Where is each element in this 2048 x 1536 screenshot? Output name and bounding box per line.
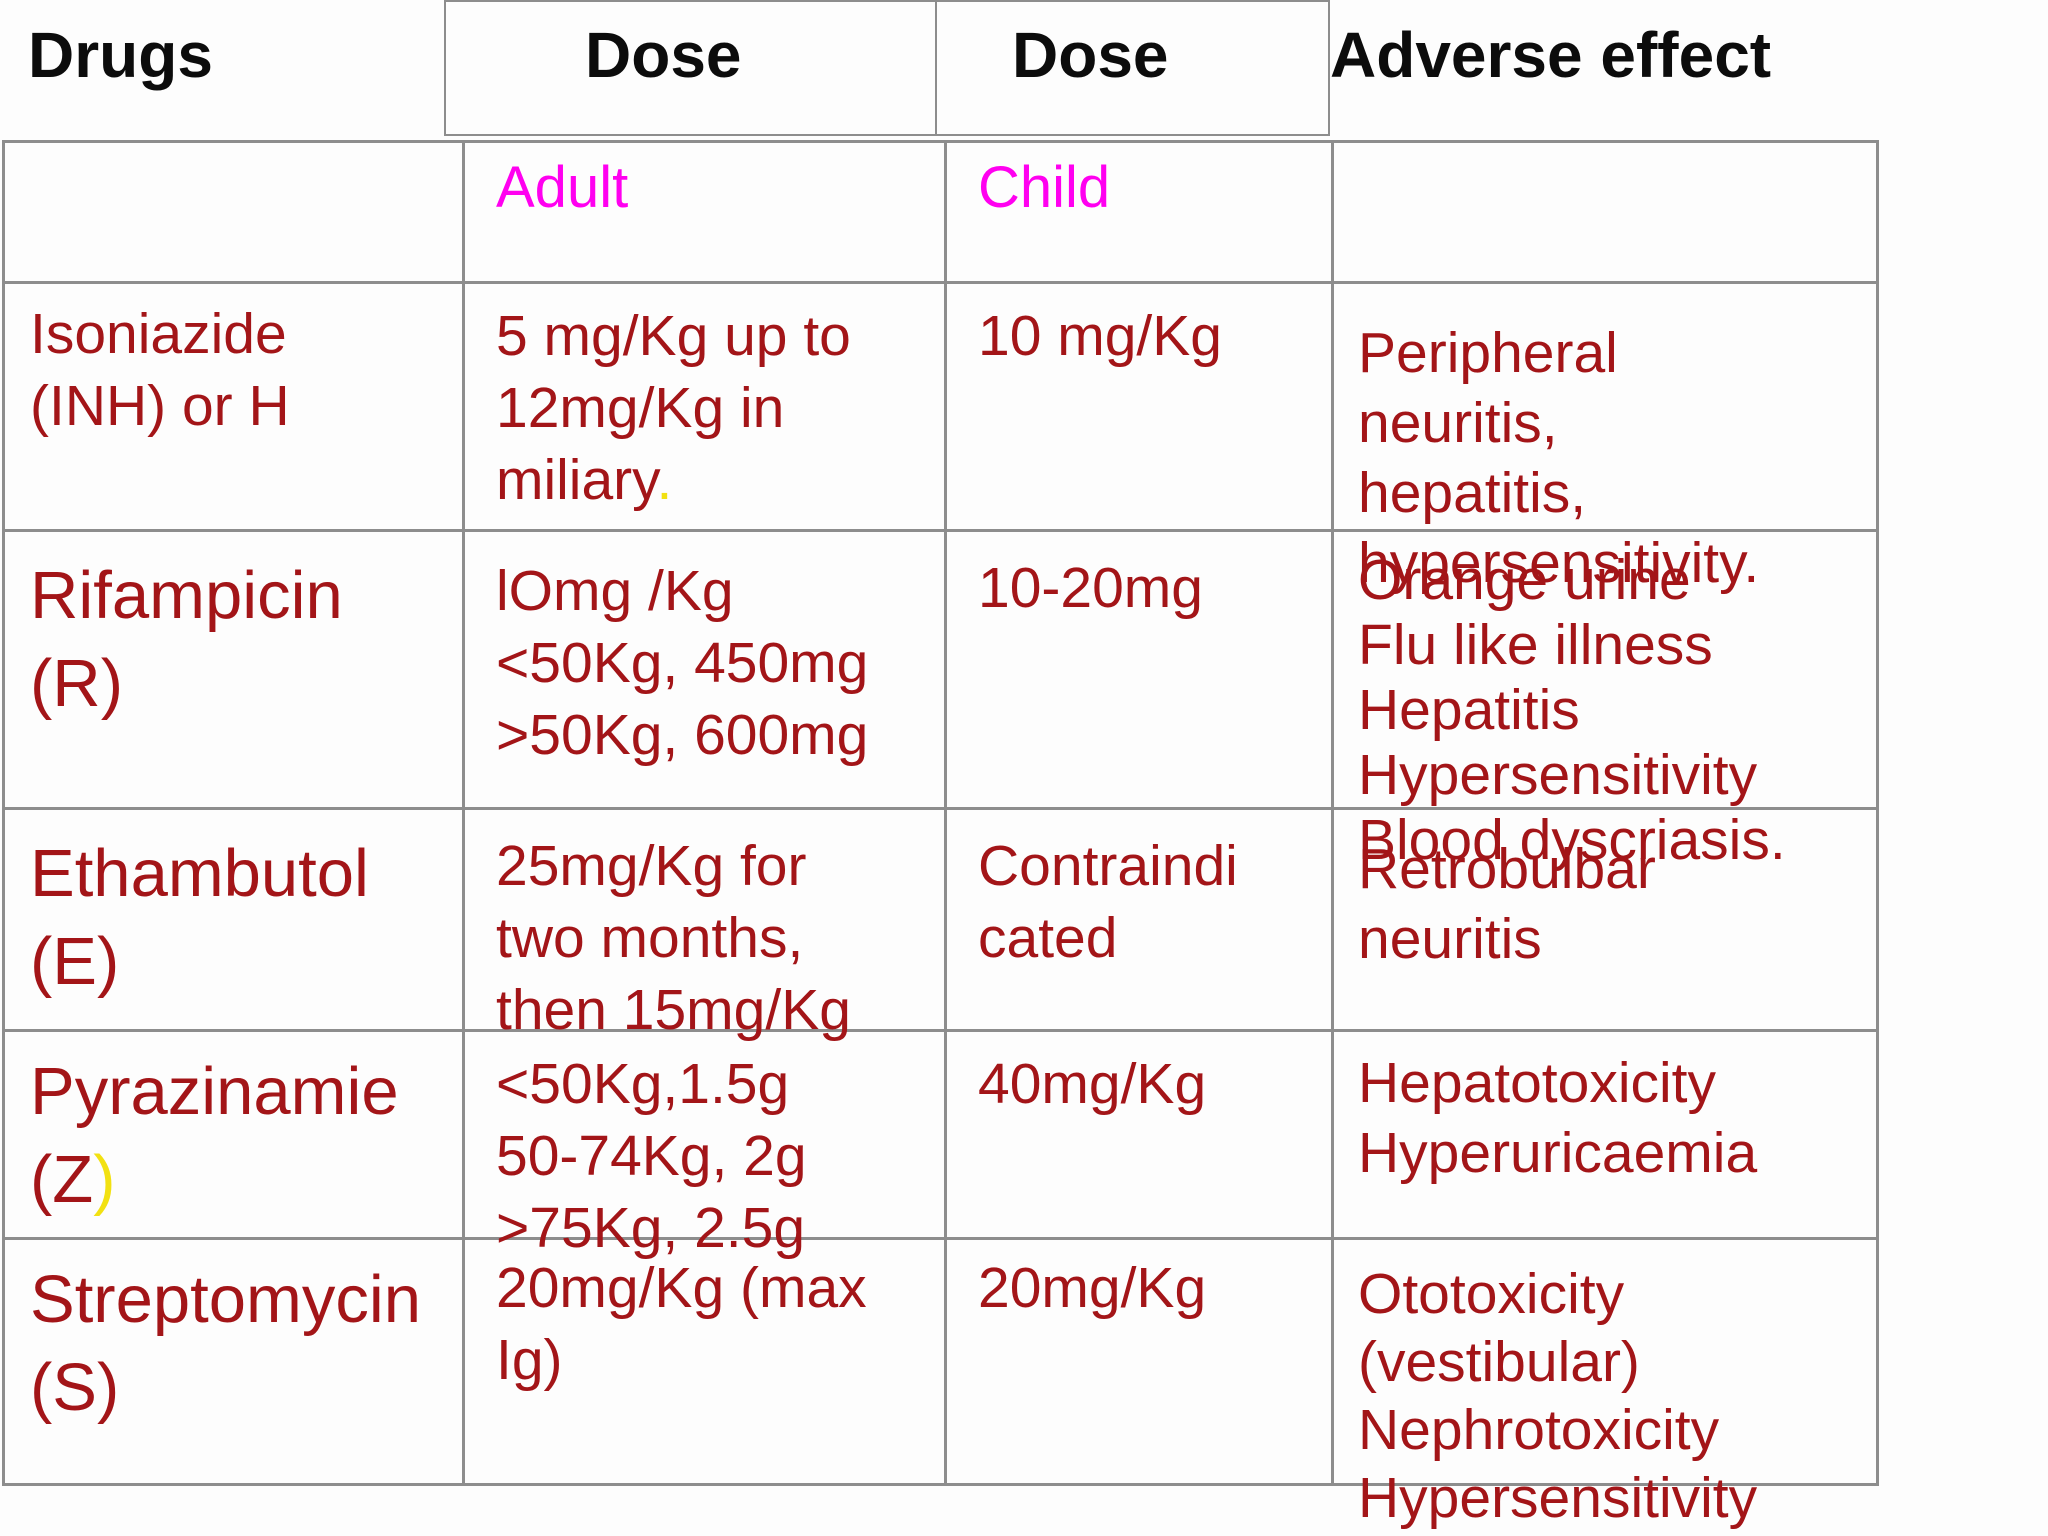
text-line: neuritis, xyxy=(1358,391,1558,455)
drug-cell-row-0: Isoniazide (INH) or H xyxy=(30,298,290,442)
text-line: 12mg/Kg in xyxy=(496,376,785,440)
text-line: 10-20mg xyxy=(978,556,1203,620)
adult-cell-row-0: 5 mg/Kg up to 12mg/Kg in miliary. xyxy=(496,300,851,516)
text-line: Isoniazide xyxy=(30,302,287,366)
adult-cell-row-1: lOmg /Kg <50Kg, 450mg >50Kg, 600mg xyxy=(496,555,868,771)
text-line: 20mg/Kg (max xyxy=(496,1256,867,1320)
drug-cell-row-3: Pyrazinamie (Z) xyxy=(30,1048,399,1224)
text-line: two months, xyxy=(496,906,804,970)
table-border xyxy=(1331,140,1334,1486)
child-cell-row-0: 10 mg/Kg xyxy=(978,300,1222,372)
text-line: (S) xyxy=(30,1350,120,1425)
adult-cell-row-3: <50Kg,1.5g 50-74Kg, 2g >75Kg, 2.5g xyxy=(496,1048,807,1264)
adult-cell-row-4: 20mg/Kg (max Ig) xyxy=(496,1252,867,1396)
table-border xyxy=(2,1237,1878,1240)
text-line: lOmg /Kg xyxy=(496,559,734,623)
adverse-cell-row-0: Peripheral neuritis, hepatitis, hypersensit… xyxy=(1358,318,1759,598)
text-line: <50Kg,1.5g xyxy=(496,1052,790,1116)
text-line: Flu like illness xyxy=(1358,613,1713,677)
text-line: >75Kg, 2.5g xyxy=(496,1196,806,1260)
text-line: Rifampicin xyxy=(30,558,343,633)
text-line: Hepatotoxicity xyxy=(1358,1051,1717,1115)
table-border xyxy=(944,140,947,1486)
text-line: >50Kg, 600mg xyxy=(496,703,869,767)
text-line: 20mg/Kg xyxy=(978,1256,1207,1320)
text-line: Blood dyscriasis. xyxy=(1358,808,1786,872)
drugs-header: Drugs xyxy=(28,19,213,91)
text-line: Contraindi xyxy=(978,834,1238,898)
text-line: 50-74Kg, 2g xyxy=(496,1124,807,1188)
text-line: Hyperuricaemia xyxy=(1358,1121,1758,1185)
drug-cell-row-1: Rifampicin (R) xyxy=(30,552,343,728)
text-line: Orange urine xyxy=(1358,548,1691,612)
table-border xyxy=(2,281,1878,284)
text-line: Hepatitis xyxy=(1358,678,1580,742)
table-border xyxy=(2,1483,1878,1486)
text-line: Streptomycin xyxy=(30,1262,421,1337)
child-cell-row-1: 10-20mg xyxy=(978,552,1203,624)
text-line: miliary. xyxy=(496,448,673,512)
table-border xyxy=(2,1029,1878,1032)
dose-adult-header: Dose xyxy=(585,19,742,91)
text-line: Ethambutol xyxy=(30,836,369,911)
child-cell-row-2: Contraindi cated xyxy=(978,830,1238,974)
text-line: 40mg/Kg xyxy=(978,1052,1207,1116)
text-line: (vestibular) xyxy=(1358,1330,1640,1394)
child-subheader: Child xyxy=(978,155,1111,220)
drug-cell-row-4: Streptomycin (S) xyxy=(30,1256,421,1432)
text-line: Ig) xyxy=(496,1328,563,1392)
text-line: Nephrotoxicity xyxy=(1358,1398,1720,1462)
drug-cell-row-2: Ethambutol (E) xyxy=(30,830,369,1006)
child-cell-row-3: 40mg/Kg xyxy=(978,1048,1206,1120)
text-line: (R) xyxy=(30,646,124,721)
text-line: (INH) or H xyxy=(30,374,290,438)
adverse-cell-row-3: Hepatotoxicity Hyperuricaemia xyxy=(1358,1048,1757,1188)
table-border xyxy=(2,140,5,1486)
table-border xyxy=(462,140,465,1486)
adult-cell-row-2: 25mg/Kg for two months, then 15mg/Kg xyxy=(496,830,851,1046)
adverse-effect-header: Adverse effect xyxy=(1330,19,1772,91)
text-line: Retrobulbar xyxy=(1358,837,1656,901)
text-line: 10 mg/Kg xyxy=(978,304,1222,368)
table-border xyxy=(2,807,1878,810)
text-line: neuritis xyxy=(1358,907,1542,971)
text-line: 5 mg/Kg up to xyxy=(496,304,851,368)
adverse-cell-row-1: Orange urine Flu like illness Hepatitis Hyp… xyxy=(1358,548,1786,873)
adverse-cell-row-4: Ototoxicity (vestibular) Nephrotoxicity Hyp… xyxy=(1358,1260,1757,1532)
text-line: (Z) xyxy=(30,1142,116,1217)
adverse-cell-row-2: Retrobulbar neuritis xyxy=(1358,834,1656,974)
text-line: <50Kg, 450mg xyxy=(496,631,869,695)
text-line: Hypersensitivity xyxy=(1358,743,1758,807)
adult-subheader: Adult xyxy=(496,155,629,220)
text-line: Hypersensitivity xyxy=(1358,1466,1758,1530)
text-line: then 15mg/Kg xyxy=(496,978,851,1042)
table-border xyxy=(1876,140,1879,1486)
highlight-char: ) xyxy=(93,1142,116,1217)
text-line: cated xyxy=(978,906,1118,970)
highlight-char: . xyxy=(656,448,673,512)
text-line: Pyrazinamie xyxy=(30,1054,399,1129)
text-line: hepatitis, xyxy=(1358,461,1587,525)
table-border xyxy=(2,529,1878,532)
dose-child-header: Dose xyxy=(1012,19,1169,91)
table-border xyxy=(2,140,1878,143)
child-cell-row-4: 20mg/Kg xyxy=(978,1252,1206,1324)
text-line: Peripheral xyxy=(1358,321,1618,385)
text-line: Ototoxicity xyxy=(1358,1262,1625,1326)
text-line: 25mg/Kg for xyxy=(496,834,807,898)
dose-child-header-box xyxy=(935,0,1330,136)
text-line: (E) xyxy=(30,924,120,999)
text-line: hypersensitivity. xyxy=(1358,531,1760,595)
